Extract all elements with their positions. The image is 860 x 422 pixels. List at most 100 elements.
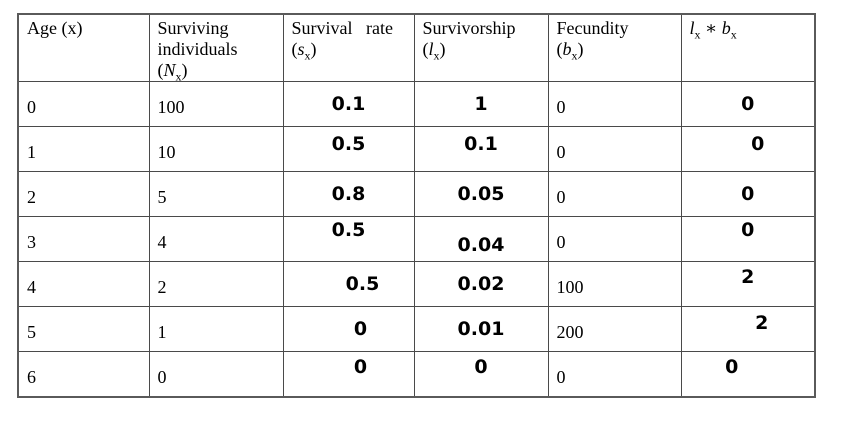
table-row-age-3: 3 4 0.5 0.04 0 0: [17, 216, 816, 262]
col-header-fecundity-label: Fecundity: [556, 18, 629, 38]
age-value: 6: [27, 366, 36, 387]
col-header-surviving-line2: individuals: [157, 39, 238, 59]
col-header-survival-rate-label: Survival rate: [291, 18, 393, 38]
age-value: 3: [27, 232, 36, 252]
survivorship-cell: 1: [413, 81, 549, 127]
age-value: 2: [27, 187, 36, 207]
paren-open: (: [157, 60, 164, 80]
survival-rate-cell: 0.8: [282, 171, 415, 217]
paren-close: ): [310, 39, 317, 59]
subscript-x: x: [571, 48, 578, 63]
survivorship-value: 0.04: [457, 234, 505, 256]
col-header-survivorship-label: Survivorship: [422, 18, 516, 38]
age-cell: 5: [17, 306, 150, 352]
survival-rate-cell: 0: [282, 306, 415, 352]
table-row-age-5: 5 1 0 0.01 200 2: [17, 306, 816, 352]
subscript-x: x: [433, 48, 440, 63]
col-header-fecundity: Fecundity (bx): [547, 13, 682, 82]
surviving-individuals-cell: 4: [148, 216, 284, 262]
survival-rate-cell: 0.5: [282, 261, 415, 307]
table-header: Age (x) Surviving individuals (Nx) Survi…: [17, 13, 816, 84]
survivorship-cell: 0.01: [413, 306, 549, 352]
survivorship-value: 0.05: [457, 183, 505, 205]
survivorship-value: 1: [474, 93, 488, 115]
age-value: 4: [27, 277, 36, 297]
survivorship-value: 0: [474, 355, 488, 378]
surviving-individuals-cell: 0: [148, 351, 284, 397]
subscript-x: x: [175, 69, 182, 84]
survivorship-cell: 0.02: [413, 261, 549, 307]
col-header-lx-bx-expression: lx ∗ bx: [689, 18, 737, 41]
table-body: 0 100 0.1 1 0 0 1 10 0.5 0.1 0 0 2 5 0.8…: [17, 81, 816, 397]
table-row-age-1: 1 10 0.5 0.1 0 0: [17, 126, 816, 172]
survival-rate-cell: 0.5: [282, 216, 415, 262]
paren-close: ): [439, 39, 446, 59]
lx-bx-value: 0: [741, 183, 755, 205]
symbol-s: s: [297, 39, 305, 59]
lx-bx-value: 2: [755, 312, 769, 334]
survivorship-value: 0.01: [457, 318, 505, 340]
subscript-x: x: [304, 48, 311, 63]
col-header-survivorship-symbol: (lx): [423, 39, 446, 62]
lx-bx-value: 0: [741, 93, 755, 115]
surviving-individuals-value: 5: [157, 187, 167, 207]
age-cell: 2: [17, 171, 150, 217]
lx-bx-cell: 0: [680, 351, 816, 397]
lx-bx-cell: 0: [680, 216, 816, 262]
fecundity-value: 0: [556, 187, 566, 207]
col-header-age: Age (x): [17, 13, 150, 82]
survivorship-value: 0.1: [464, 133, 498, 155]
fecundity-value: 0: [556, 97, 566, 117]
age-cell: 6: [17, 351, 150, 397]
lx-bx-value: 0: [725, 355, 739, 378]
age-cell: 1: [17, 126, 150, 172]
surviving-individuals-value: 0: [157, 366, 167, 387]
symbol-l: l: [689, 18, 695, 38]
col-header-fecundity-symbol: (bx): [557, 39, 584, 62]
fecundity-cell: 0: [547, 351, 682, 397]
surviving-individuals-value: 2: [157, 277, 167, 297]
survival-rate-cell: 0.1: [282, 81, 415, 127]
symbol-N: N: [163, 60, 176, 80]
survival-rate-value: 0.5: [331, 219, 366, 241]
fecundity-cell: 0: [547, 216, 682, 262]
col-header-survivorship: Survivorship (lx): [413, 13, 549, 82]
survival-rate-cell: 0.5: [282, 126, 415, 172]
age-cell: 4: [17, 261, 150, 307]
lx-bx-value: 0: [751, 133, 765, 155]
surviving-individuals-cell: 2: [148, 261, 284, 307]
symbol-b: b: [721, 18, 731, 38]
survival-rate-value: 0.8: [331, 183, 366, 205]
age-cell: 0: [17, 81, 150, 127]
surviving-individuals-value: 100: [157, 97, 185, 117]
table-row-age-0: 0 100 0.1 1 0 0: [17, 81, 816, 127]
table-row-age-2: 2 5 0.8 0.05 0 0: [17, 171, 816, 217]
survival-rate-value: 0.1: [331, 93, 366, 115]
subscript-x: x: [730, 27, 737, 42]
surviving-individuals-cell: 10: [148, 126, 284, 172]
surviving-individuals-cell: 5: [148, 171, 284, 217]
paren-close: ): [577, 39, 584, 59]
symbol-b: b: [562, 39, 572, 59]
table-row-age-6: 6 0 0 0 0 0: [17, 351, 816, 397]
age-value: 0: [27, 97, 36, 117]
subscript-x: x: [694, 27, 701, 42]
paren-open: (: [291, 39, 298, 59]
life-table: Age (x) Surviving individuals (Nx) Survi…: [17, 13, 816, 398]
col-header-surviving-line1: Surviving: [157, 18, 229, 38]
survival-rate-value: 0: [353, 355, 368, 378]
age-value: 1: [27, 142, 36, 162]
fecundity-value: 0: [556, 142, 566, 162]
fecundity-value: 0: [556, 232, 566, 252]
survivorship-value: 0.02: [457, 273, 505, 295]
survivorship-cell: 0.1: [413, 126, 549, 172]
fecundity-cell: 200: [547, 306, 682, 352]
lx-bx-value: 0: [741, 219, 755, 241]
fecundity-value: 0: [556, 366, 566, 387]
age-cell: 3: [17, 216, 150, 262]
col-header-surviving-individuals: Surviving individuals (Nx): [148, 13, 284, 84]
fecundity-cell: 0: [547, 81, 682, 127]
col-header-lx-bx: lx ∗ bx: [680, 13, 816, 82]
survival-rate-value: 0.5: [331, 133, 366, 155]
